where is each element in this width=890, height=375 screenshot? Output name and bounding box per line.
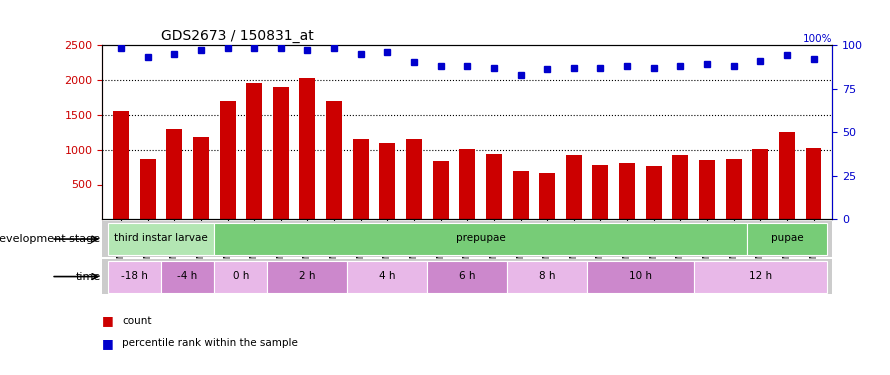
Text: pupae: pupae [771,233,803,243]
Text: ■: ■ [102,337,114,350]
Bar [566,155,582,219]
Bar [379,142,395,219]
Bar [427,261,507,292]
Text: development stage: development stage [0,234,101,244]
Text: 8 h: 8 h [539,271,555,281]
Text: 0 h: 0 h [232,271,249,281]
Bar [247,83,263,219]
Bar [193,137,209,219]
Bar [352,139,368,219]
Text: 10 h: 10 h [629,271,651,281]
Bar [779,132,795,219]
Text: 4 h: 4 h [379,271,395,281]
Text: ■: ■ [102,314,114,327]
Text: -18 h: -18 h [121,271,148,281]
Bar [273,87,288,219]
Text: time: time [76,272,101,282]
Bar [108,223,214,255]
Text: prepupae: prepupae [456,233,506,243]
Bar [326,101,342,219]
Bar [513,171,529,219]
Text: 12 h: 12 h [748,271,772,281]
Bar [507,261,587,292]
Text: 100%: 100% [803,34,832,44]
Text: GDS2673 / 150831_at: GDS2673 / 150831_at [161,28,313,43]
Bar [699,160,715,219]
Bar [166,129,182,219]
Bar [587,261,693,292]
Bar [214,261,268,292]
Bar [433,162,449,219]
Bar [459,149,475,219]
Text: count: count [122,316,151,326]
Bar [486,154,502,219]
Bar [593,165,609,219]
Text: 6 h: 6 h [459,271,475,281]
Bar [539,172,555,219]
Bar [108,261,161,292]
Bar [161,261,214,292]
Bar [347,261,427,292]
Text: -4 h: -4 h [177,271,198,281]
Bar [299,78,315,219]
Bar [725,159,741,219]
Bar [752,149,768,219]
Bar [619,163,635,219]
Bar [268,261,347,292]
Bar [113,111,129,219]
Text: percentile rank within the sample: percentile rank within the sample [122,338,298,348]
Bar [805,148,821,219]
Bar [214,223,747,255]
Bar [406,139,422,219]
Bar [672,155,688,219]
Bar [747,223,827,255]
Bar [220,101,236,219]
Bar [693,261,827,292]
Bar [646,166,661,219]
Text: 2 h: 2 h [299,271,316,281]
Bar [140,159,156,219]
Text: third instar larvae: third instar larvae [114,233,208,243]
